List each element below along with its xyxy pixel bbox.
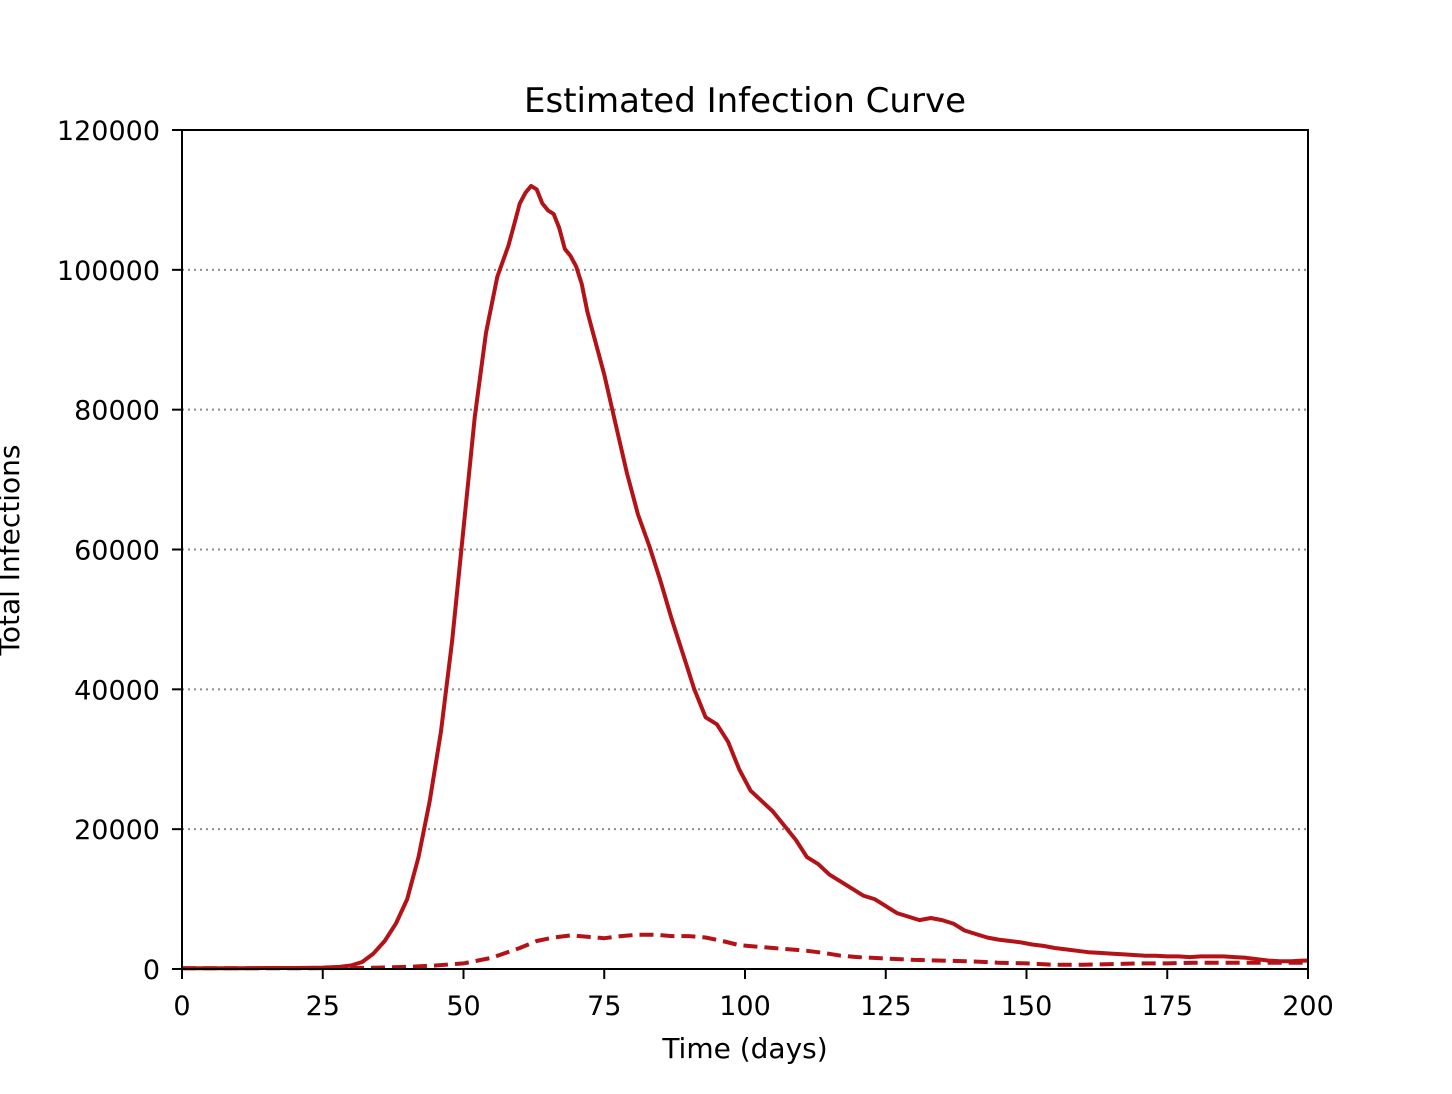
- dashed-series-line: [182, 932, 1308, 971]
- axis-ticks: 0 20000 40000 60000 80000 100000 120000 0 25 50 75…: [57, 116, 1334, 1022]
- x-tick-label: 100: [719, 991, 771, 1022]
- gridlines: [182, 268, 1308, 831]
- y-tick-label: 60000: [74, 536, 160, 567]
- y-tick-label: 120000: [57, 116, 160, 147]
- x-tick-label: 25: [306, 991, 340, 1022]
- y-tick-label: 100000: [57, 256, 160, 287]
- series-lines: [182, 183, 1308, 971]
- solid-series-line: [182, 183, 1308, 971]
- x-tick-label: 75: [587, 991, 621, 1022]
- x-tick-label: 175: [1141, 991, 1193, 1022]
- y-tick-label: 80000: [74, 396, 160, 427]
- chart-title: Estimated Infection Curve: [524, 81, 966, 121]
- x-tick-label: 150: [1001, 991, 1053, 1022]
- x-tick-label: 200: [1282, 991, 1334, 1022]
- y-axis-label: Total Infections: [0, 445, 26, 657]
- x-tick-label: 50: [446, 991, 480, 1022]
- x-tick-label: 125: [860, 991, 912, 1022]
- y-tick-label: 20000: [74, 815, 160, 846]
- x-axis-label: Time (days): [661, 1032, 827, 1065]
- y-tick-label: 40000: [74, 675, 160, 706]
- y-tick-label: 0: [143, 955, 160, 986]
- x-tick-label: 0: [173, 991, 190, 1022]
